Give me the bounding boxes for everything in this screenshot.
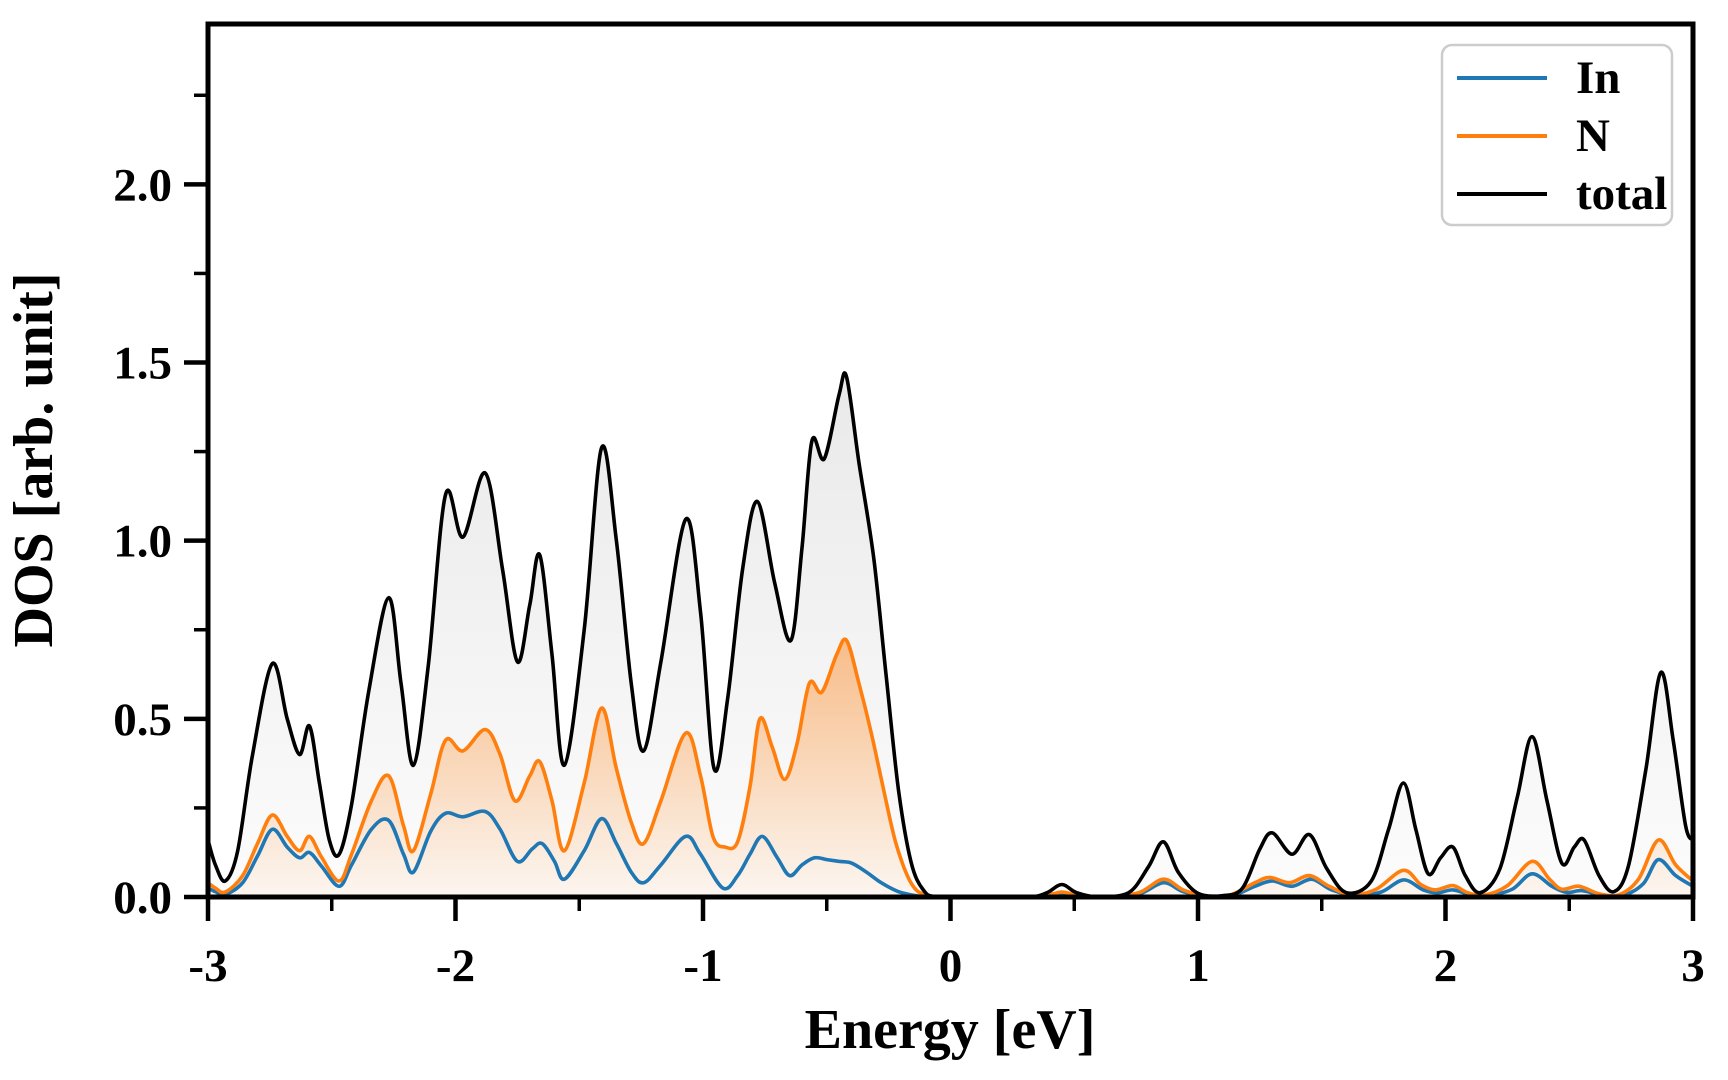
y-tick-label: 2.0 xyxy=(113,159,172,211)
x-tick-label: 1 xyxy=(1186,940,1210,992)
series-line-total xyxy=(206,371,1695,899)
x-tick-label: -3 xyxy=(188,940,227,992)
area-total xyxy=(208,372,1693,897)
legend-label-total: total xyxy=(1576,168,1667,220)
x-axis-title: Energy [eV] xyxy=(805,999,1096,1061)
area-fills xyxy=(208,372,1693,897)
x-tick-label: 3 xyxy=(1681,940,1705,992)
x-tick-label: -2 xyxy=(436,940,475,992)
curves xyxy=(206,371,1695,899)
series-line-N xyxy=(206,637,1695,899)
legend-entry-in: In xyxy=(1457,52,1620,104)
y-tick-label: 1.5 xyxy=(113,338,172,390)
legend-label-in: In xyxy=(1576,52,1620,104)
legend-box xyxy=(1440,43,1674,227)
plot-border xyxy=(205,21,1696,900)
area-N xyxy=(208,639,1693,897)
legend-entry-total: total xyxy=(1457,168,1667,220)
legend-label-n: N xyxy=(1576,110,1610,162)
y-axis-title: DOS [arb. unit] xyxy=(3,273,65,648)
y-tick-label: 1.0 xyxy=(113,516,172,568)
tick-labels: -3 -2 -1 0 1 2 3 0.0 0.5 1.0 1.5 2.0 xyxy=(113,159,1705,992)
y-tick-label: 0.0 xyxy=(113,872,172,924)
x-tick-label: 0 xyxy=(939,940,963,992)
legend: In N total xyxy=(1440,43,1674,227)
x-tick-label: 2 xyxy=(1434,940,1458,992)
series-line-In xyxy=(206,809,1695,899)
y-tick-label: 0.5 xyxy=(113,694,172,746)
x-tick-label: -1 xyxy=(683,940,722,992)
legend-entry-n: N xyxy=(1457,110,1610,162)
